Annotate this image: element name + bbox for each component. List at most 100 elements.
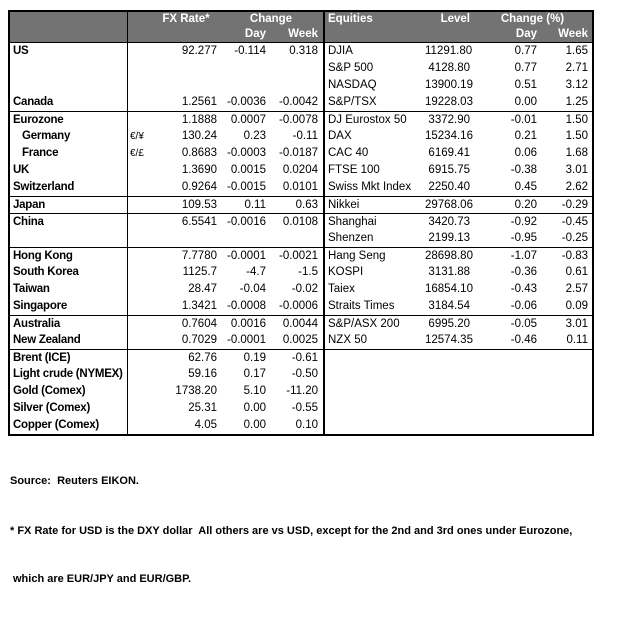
- equity-day-change-value: -0.46: [510, 334, 537, 346]
- fx-row: China 6.5541 -0.0016 0.0108: [10, 213, 323, 230]
- equity-day-change-value: -1.07: [510, 250, 537, 262]
- fx-week-change-value: 0.0044: [282, 318, 318, 330]
- equity-week-change-value: 1.50: [565, 130, 588, 142]
- equity-index-name: S&P 500: [328, 62, 374, 74]
- fx-day-change-value: -0.0015: [226, 181, 266, 193]
- fx-rate-value: 4.05: [194, 419, 217, 431]
- fx-row: Hong Kong 7.7780 -0.0001 -0.0021: [10, 247, 323, 264]
- equity-row: S&P/TSX 19228.03 0.00 1.25: [325, 94, 592, 111]
- equity-index-name: S&P/TSX: [328, 96, 377, 108]
- equity-row: Hang Seng 28698.80 -1.07 -0.83: [325, 247, 592, 264]
- fx-pair-symbol: [128, 281, 152, 298]
- equity-index-name: Shanghai: [328, 216, 377, 228]
- equity-level-value: 6915.75: [428, 164, 470, 176]
- fx-pair-symbol: [128, 298, 152, 315]
- fx-day-change-value: 0.17: [243, 368, 266, 380]
- fx-week-change-value: -0.0021: [278, 250, 318, 262]
- fx-row: Taiwan 28.47 -0.04 -0.02: [10, 281, 323, 298]
- equity-week-change-value: 2.71: [565, 62, 588, 74]
- fx-day-change-value: [220, 230, 269, 247]
- equity-level-value: 4128.80: [428, 62, 470, 74]
- equity-index-name: FTSE 100: [328, 164, 380, 176]
- financial-markets-summary: FX Rate* Change Day Week US 92.2: [8, 10, 594, 585]
- fx-pair-symbol: [128, 112, 152, 128]
- equity-row: KOSPI 3131.88 -0.36 0.61: [325, 264, 592, 281]
- equity-day-change-value: 0.77: [514, 45, 537, 57]
- equities-header-row-2: Day Week: [325, 27, 592, 42]
- equity-level-value: 11291.80: [425, 45, 473, 57]
- equity-day-change-value: 0.21: [514, 130, 537, 142]
- equity-day-change-value: 0.00: [514, 96, 537, 108]
- equity-day-change-value: 0.51: [514, 79, 537, 91]
- equity-index-name: [325, 400, 425, 417]
- fx-row: Germany €/¥ 130.24 0.23 -0.11: [10, 128, 323, 145]
- equity-week-change-value: -0.25: [561, 232, 588, 244]
- fx-week-change-value: 0.0108: [282, 216, 318, 228]
- fx-row: Brent (ICE) 62.76 0.19 -0.61: [10, 349, 323, 366]
- equity-row: DJ Eurostox 50 3372.90 -0.01 1.50: [325, 111, 592, 128]
- fx-day-change-value: -0.0001: [226, 334, 266, 346]
- fx-week-column-header: Week: [288, 28, 318, 40]
- fx-rate-value: 1.2561: [181, 96, 217, 108]
- equities-week-column-header: Week: [558, 28, 588, 40]
- equity-day-change-value: -0.95: [510, 232, 537, 244]
- equity-row: Shanghai 3420.73 -0.92 -0.45: [325, 213, 592, 230]
- equity-day-change-value: [473, 383, 540, 400]
- fx-pair-symbol: [128, 400, 152, 417]
- fx-day-change-value: 0.00: [243, 419, 266, 431]
- equity-week-change-value: -0.29: [561, 199, 588, 211]
- equity-row: [325, 400, 592, 417]
- equity-level-value: 19228.03: [425, 96, 473, 108]
- equity-row: CAC 40 6169.41 0.06 1.68: [325, 145, 592, 162]
- fx-day-change-value: -0.0001: [226, 250, 266, 262]
- equity-row: Swiss Mkt Index 2250.40 0.45 2.62: [325, 179, 592, 196]
- fx-day-change-value: 0.23: [243, 130, 266, 142]
- equity-index-name: Taiex: [328, 283, 355, 295]
- equity-row: S&P 500 4128.80 0.77 2.71: [325, 60, 592, 77]
- fx-pair-symbol: [128, 332, 152, 349]
- fx-pair-symbol: [128, 383, 152, 400]
- fx-pair-symbol: [128, 214, 152, 230]
- fx-pair-symbol: [128, 264, 152, 281]
- fx-table: FX Rate* Change Day Week US 92.2: [10, 12, 325, 434]
- equity-day-change-value: [473, 350, 540, 366]
- fx-row: Japan 109.53 0.11 0.63: [10, 196, 323, 213]
- equity-week-change-value: 1.68: [565, 147, 588, 159]
- fx-rate-value: 7.7780: [181, 250, 217, 262]
- fx-rows: US 92.277 -0.114 0.318: [10, 43, 323, 434]
- equity-level-value: 15234.16: [425, 130, 473, 142]
- fx-pair-symbol: [128, 230, 152, 247]
- fx-week-change-value: 0.63: [295, 199, 318, 211]
- fx-pair-symbol: [128, 316, 152, 332]
- equity-row: DJIA 11291.80 0.77 1.65: [325, 43, 592, 60]
- fx-rate-value: 1.3690: [181, 164, 217, 176]
- fx-pair-symbol: €/¥: [130, 131, 144, 142]
- fx-row-label: Canada: [10, 94, 128, 111]
- change-pct-column-header: Change (%): [500, 13, 565, 25]
- fx-day-change-value: -0.0036: [226, 96, 266, 108]
- fx-row: US 92.277 -0.114 0.318: [10, 43, 323, 60]
- equity-level-value: 3131.88: [428, 266, 470, 278]
- equity-level-value: 3420.73: [428, 216, 470, 228]
- fx-row-label: Australia: [10, 316, 128, 332]
- fx-day-change-value: 0.00: [243, 402, 266, 414]
- equity-index-name: DJIA: [328, 45, 353, 57]
- equity-level-value: 12574.35: [425, 334, 473, 346]
- equity-level-value: 2199.13: [428, 232, 470, 244]
- fx-week-change-value: [269, 77, 322, 94]
- fx-pair-symbol: €/£: [130, 148, 144, 159]
- fx-row-label: Hong Kong: [10, 248, 128, 264]
- equity-index-name: Swiss Mkt Index: [328, 181, 412, 193]
- equity-week-change-value: 0.11: [566, 334, 588, 346]
- fx-row-label: Singapore: [10, 298, 128, 315]
- fx-rate-value: 130.24: [181, 130, 217, 142]
- fx-pair-symbol: [128, 43, 152, 60]
- equity-day-change-value: 0.77: [514, 62, 537, 74]
- equity-index-name: NASDAQ: [328, 79, 377, 91]
- fx-pair-symbol: [128, 197, 152, 213]
- equity-index-name: S&P/ASX 200: [328, 318, 400, 330]
- equity-level-value: 6169.41: [428, 147, 470, 159]
- equity-day-change-value: 0.20: [514, 199, 537, 211]
- fx-pair-symbol: [128, 417, 152, 434]
- fx-rate-value: 59.16: [188, 368, 217, 380]
